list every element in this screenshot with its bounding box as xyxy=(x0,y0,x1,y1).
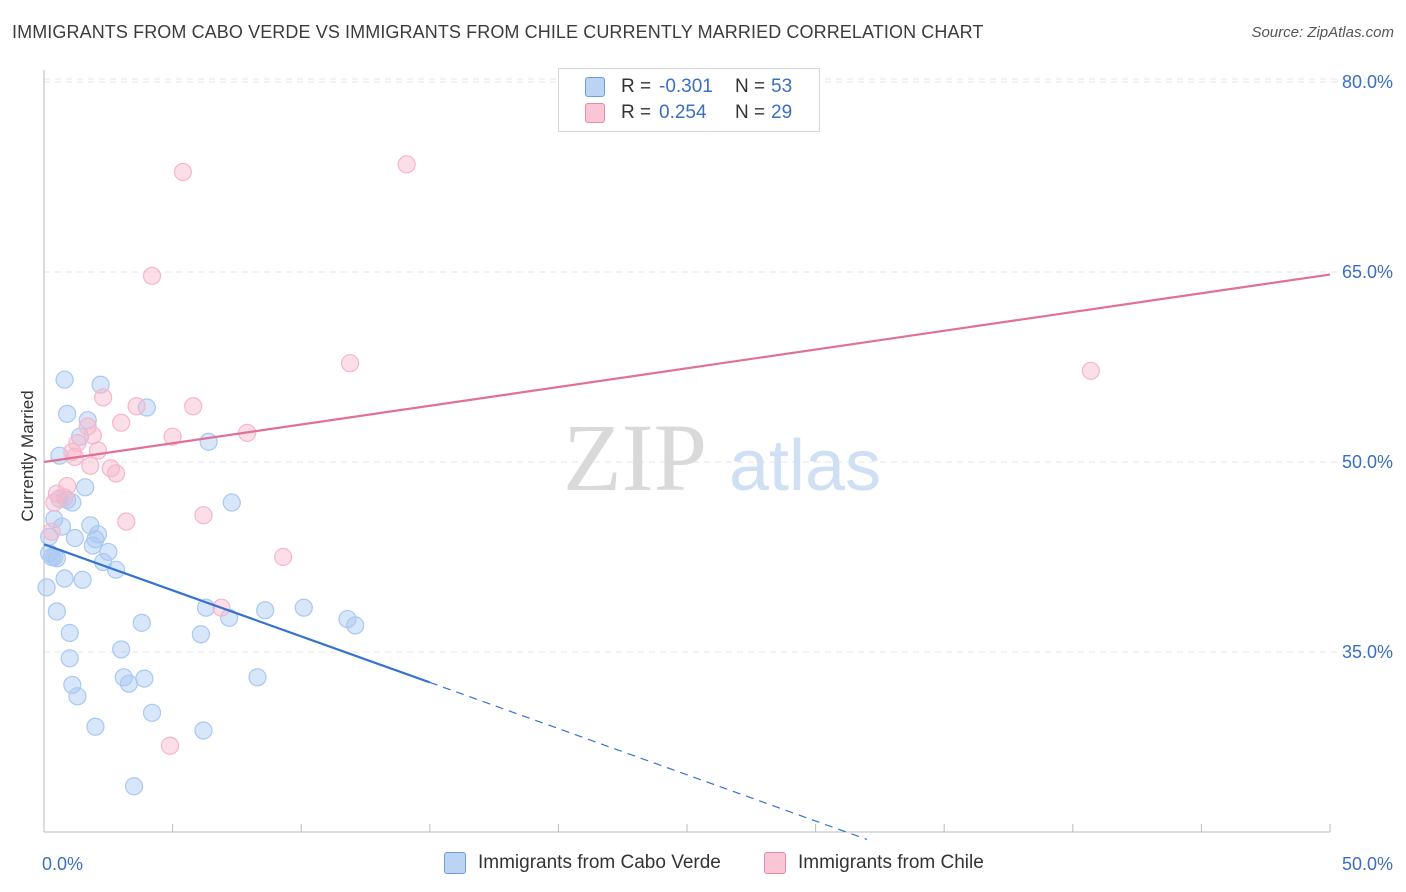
cabo-verde-point xyxy=(68,687,87,706)
chile-point xyxy=(58,476,77,496)
cabo-verde-point xyxy=(55,569,74,588)
chile-point xyxy=(81,456,100,475)
y-tick-label: 65.0% xyxy=(1342,262,1393,282)
r-label: R = xyxy=(621,102,652,123)
data-points xyxy=(37,155,1100,796)
watermark: ZIP atlas xyxy=(563,404,881,511)
cabo-verde-point xyxy=(52,517,72,536)
chile-point xyxy=(63,442,82,461)
chile-point xyxy=(142,266,162,285)
x-tick-label-max: 50.0% xyxy=(1342,854,1393,874)
cabo-verde-point xyxy=(220,608,239,627)
chile-point xyxy=(101,459,120,478)
series-legend: Immigrants from Cabo Verde Immigrants fr… xyxy=(0,852,1406,878)
tick-labels: 35.0% 50.0% 65.0% 80.0% 0.0% 50.0% xyxy=(42,72,1393,874)
r-value: -0.301 xyxy=(659,76,713,97)
y-tick-label: 50.0% xyxy=(1342,452,1393,472)
cabo-verde-point xyxy=(135,669,154,688)
cabo-verde-point xyxy=(194,721,213,740)
chile-point xyxy=(340,354,360,373)
x-tick-label-min: 0.0% xyxy=(42,854,83,874)
chile-point xyxy=(83,426,102,445)
r-value: 0.254 xyxy=(659,102,707,123)
cabo-verde-point xyxy=(86,530,105,549)
cabo-verde-trend-line xyxy=(43,543,431,684)
chile-trend-line xyxy=(43,273,1331,464)
cabo-verde-point xyxy=(47,549,66,568)
cabo-verde-point xyxy=(124,777,144,796)
chile-legend-swatch xyxy=(764,852,786,874)
cabo-verde-point xyxy=(132,613,151,632)
stats-legend-row-chile: R = 0.254 N = 29 xyxy=(585,100,792,126)
chile-point xyxy=(397,155,416,174)
legend-label: Immigrants from Cabo Verde xyxy=(478,852,721,873)
chile-point xyxy=(94,388,113,407)
r-label: R = xyxy=(621,76,652,97)
chile-point xyxy=(88,441,108,460)
cabo-verde-point xyxy=(199,432,218,451)
chile-point xyxy=(274,547,293,567)
cabo-verde-point xyxy=(142,703,162,722)
chile-point xyxy=(160,736,180,755)
cabo-verde-point xyxy=(65,528,84,548)
chile-point xyxy=(112,413,131,432)
chile-point xyxy=(42,522,61,541)
chile-swatch xyxy=(585,103,605,123)
axes xyxy=(43,70,1331,833)
chile-point xyxy=(127,397,146,416)
chile-point xyxy=(106,464,126,483)
cabo-verde-point xyxy=(76,478,95,497)
chile-point xyxy=(173,162,192,182)
cabo-verde-point xyxy=(248,668,267,687)
n-value: 29 xyxy=(771,102,793,123)
watermark-zip: ZIP xyxy=(563,404,707,511)
chile-point xyxy=(55,488,74,507)
chile-point xyxy=(184,397,203,416)
legend-label: Immigrants from Chile xyxy=(798,852,984,873)
chart-title: IMMIGRANTS FROM CABO VERDE VS IMMIGRANTS… xyxy=(12,22,984,42)
cabo-verde-point xyxy=(86,717,105,736)
legend-item-chile[interactable]: Immigrants from Chile xyxy=(764,852,984,874)
chile-point xyxy=(194,506,213,525)
legend-item-cabo-verde[interactable]: Immigrants from Cabo Verde xyxy=(444,852,721,874)
stats-legend: R = -0.301 N = 53 R = 0.254 N = 29 xyxy=(558,68,820,132)
cabo-verde-point xyxy=(119,674,138,693)
cabo-verde-point xyxy=(191,625,210,644)
cabo-verde-point xyxy=(47,602,66,621)
cabo-verde-point xyxy=(88,525,108,544)
cabo-verde-point xyxy=(55,370,74,389)
cabo-verde-point xyxy=(294,598,313,617)
cabo-verde-point xyxy=(346,616,365,635)
cabo-verde-point xyxy=(256,601,275,620)
chile-point xyxy=(78,417,97,436)
y-tick-label: 35.0% xyxy=(1342,642,1393,662)
cabo-verde-point xyxy=(60,649,79,668)
chile-point xyxy=(163,427,182,446)
chile-point xyxy=(68,433,87,453)
y-tick-label: 80.0% xyxy=(1342,72,1393,92)
trend-lines xyxy=(43,273,1331,841)
watermark-atlas: atlas xyxy=(729,426,881,506)
cabo-verde-swatch xyxy=(585,77,605,97)
n-label: N = xyxy=(735,102,766,123)
cabo-verde-legend-swatch xyxy=(444,852,466,874)
chart-source: Source: ZipAtlas.com xyxy=(1251,24,1394,41)
chile-point xyxy=(117,512,136,531)
n-label: N = xyxy=(735,76,766,97)
gridlines xyxy=(44,78,1392,653)
chile-point xyxy=(1081,361,1100,380)
cabo-verde-point xyxy=(222,493,241,512)
stats-legend-row-cabo-verde: R = -0.301 N = 53 xyxy=(585,74,792,100)
cabo-verde-point xyxy=(60,623,79,643)
cabo-verde-point xyxy=(112,640,131,659)
cabo-verde-point xyxy=(73,570,92,589)
cabo-verde-point xyxy=(63,675,82,695)
cabo-verde-point xyxy=(37,578,56,597)
cabo-verde-point xyxy=(99,542,118,562)
cabo-verde-trend-extension xyxy=(429,681,868,841)
cabo-verde-point xyxy=(58,404,77,423)
n-value: 53 xyxy=(771,76,793,97)
